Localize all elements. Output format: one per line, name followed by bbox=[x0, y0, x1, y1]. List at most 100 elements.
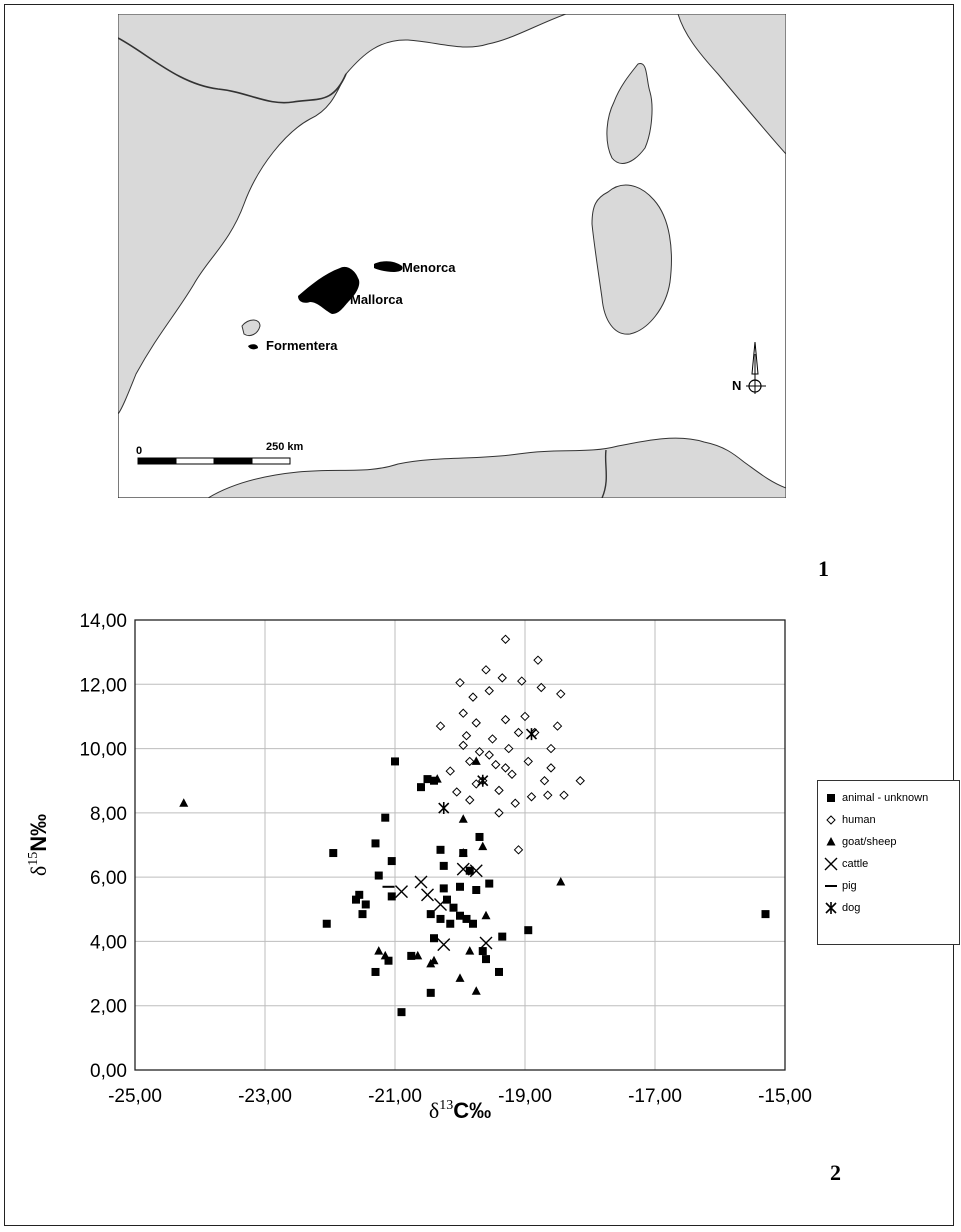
data-point bbox=[536, 682, 546, 693]
data-point bbox=[465, 866, 474, 875]
y-tick-label: 14,00 bbox=[79, 611, 127, 632]
data-point bbox=[465, 946, 475, 955]
corsica bbox=[606, 63, 653, 164]
data-point bbox=[481, 910, 491, 920]
data-point bbox=[487, 734, 498, 744]
data-point bbox=[458, 848, 468, 857]
italy-land bbox=[677, 14, 786, 155]
y-axis-ticks: 0,00 2,00 4,00 6,00 8,00 10,00 12,00 14,00 bbox=[79, 611, 127, 1082]
mallorca-label: Mallorca bbox=[350, 292, 404, 307]
data-point bbox=[387, 892, 396, 901]
y-tick-label: 10,00 bbox=[79, 740, 127, 761]
data-point bbox=[371, 839, 380, 848]
x-tick-label: -23,00 bbox=[238, 1086, 292, 1107]
y-tick-label: 4,00 bbox=[90, 932, 127, 953]
data-point bbox=[421, 888, 434, 902]
chart-legend: animal - unknown human goat/sheep cattle pig… bbox=[817, 780, 960, 945]
figure-label-2: 2 bbox=[830, 1160, 841, 1185]
x-tick-label: -17,00 bbox=[628, 1086, 682, 1107]
data-point bbox=[471, 718, 481, 728]
data-point bbox=[481, 665, 491, 675]
formentera-island bbox=[248, 344, 258, 350]
data-point bbox=[525, 728, 538, 741]
data-point bbox=[430, 934, 438, 943]
data-point bbox=[462, 914, 471, 923]
data-point bbox=[533, 655, 543, 665]
north-label: N bbox=[732, 378, 741, 393]
data-point bbox=[491, 759, 501, 770]
data-point bbox=[471, 756, 481, 765]
data-point bbox=[374, 871, 383, 880]
data-point bbox=[497, 673, 507, 683]
data-point bbox=[559, 790, 569, 800]
data-point bbox=[374, 946, 384, 955]
data-point bbox=[546, 743, 556, 754]
legend-label: animal - unknown bbox=[842, 792, 929, 804]
data-point bbox=[387, 857, 396, 866]
pyrenees-border bbox=[118, 37, 347, 104]
data-point bbox=[520, 711, 530, 722]
data-point bbox=[546, 763, 556, 773]
data-point bbox=[539, 776, 550, 786]
data-point bbox=[482, 955, 490, 964]
legend-marker-icon bbox=[827, 794, 835, 802]
legend-marker-icon bbox=[824, 857, 838, 871]
data-point bbox=[429, 955, 439, 965]
plot-area-border bbox=[134, 619, 786, 1071]
data-point bbox=[438, 802, 450, 815]
legend-label: pig bbox=[842, 880, 857, 892]
menorca-island bbox=[374, 261, 403, 272]
data-point bbox=[495, 967, 503, 976]
data-point bbox=[474, 747, 485, 757]
legend-item: human bbox=[818, 809, 959, 831]
y-tick-label: 0,00 bbox=[90, 1061, 127, 1082]
data-point bbox=[458, 708, 468, 718]
data-point bbox=[494, 785, 504, 796]
data-point bbox=[471, 986, 481, 995]
data-point bbox=[556, 689, 566, 699]
x-tick-label: -19,00 bbox=[498, 1086, 552, 1107]
data-point bbox=[479, 936, 493, 950]
data-point bbox=[426, 910, 435, 919]
series-human bbox=[435, 634, 585, 855]
data-point bbox=[465, 795, 475, 805]
algeria-tunisia-border bbox=[601, 449, 607, 498]
mallorca-island bbox=[298, 266, 360, 314]
data-point bbox=[575, 776, 585, 786]
legend-marker bbox=[826, 815, 836, 825]
data-point bbox=[436, 914, 445, 923]
data-point bbox=[556, 876, 566, 886]
scale-end-label: 250 km bbox=[266, 441, 304, 453]
data-point bbox=[443, 895, 451, 904]
data-point bbox=[471, 779, 481, 789]
data-point bbox=[477, 774, 489, 787]
data-point bbox=[478, 947, 487, 956]
legend-marker bbox=[825, 902, 837, 914]
data-point bbox=[469, 864, 483, 878]
data-point bbox=[446, 919, 455, 928]
data-point bbox=[526, 792, 537, 802]
data-point bbox=[523, 756, 533, 767]
data-point bbox=[423, 775, 432, 784]
data-point bbox=[498, 932, 507, 941]
legend-marker-icon bbox=[826, 837, 836, 846]
data-point bbox=[552, 721, 563, 731]
x-axis-ticks: -25,00 -23,00 -21,00 -19,00 -17,00 -15,00 bbox=[108, 1086, 812, 1107]
y-tick-label: 6,00 bbox=[90, 868, 127, 889]
y-tick-label: 12,00 bbox=[79, 675, 127, 696]
legend-marker-icon bbox=[826, 815, 836, 825]
data-point bbox=[513, 727, 524, 738]
data-point bbox=[507, 769, 517, 779]
data-point bbox=[500, 634, 511, 644]
data-point bbox=[455, 973, 465, 982]
series-cattle bbox=[395, 862, 493, 952]
data-point bbox=[472, 886, 481, 894]
scale-start-label: 0 bbox=[136, 445, 142, 457]
data-point bbox=[439, 861, 448, 870]
legend-marker bbox=[826, 837, 836, 846]
x-tick-label: -15,00 bbox=[758, 1086, 812, 1107]
data-point bbox=[455, 677, 465, 688]
data-point bbox=[517, 676, 527, 686]
north-arrow: N bbox=[732, 341, 766, 394]
figure-frame bbox=[4, 4, 954, 1226]
